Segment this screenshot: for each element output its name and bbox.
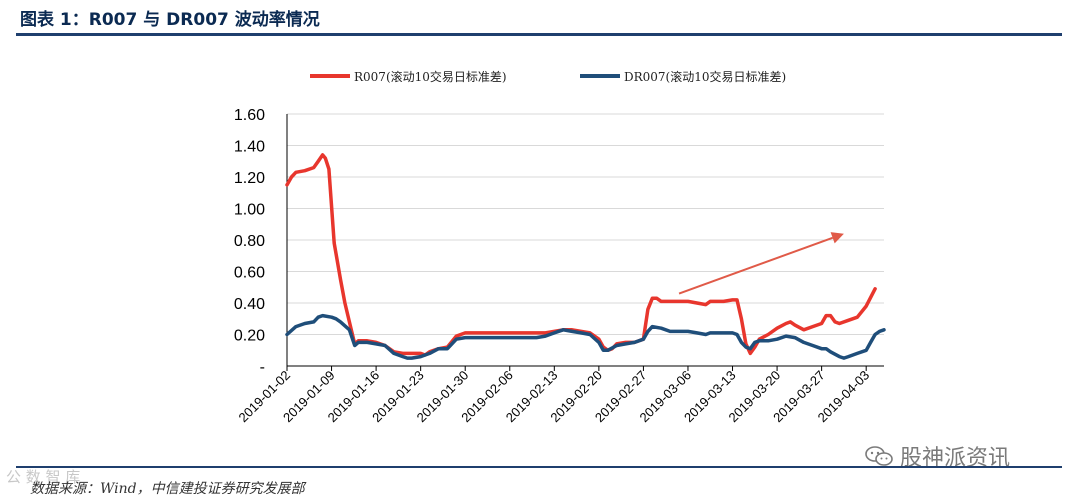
- footer-divider: [16, 466, 1062, 468]
- source-note: 数据来源：Wind，中信建投证券研究发展部: [30, 481, 305, 497]
- y-tick-label: 1.00: [234, 202, 265, 219]
- series-line-dr007: [285, 313, 886, 360]
- y-tick-label: 1.60: [234, 107, 265, 124]
- y-tick-label: -: [260, 359, 265, 376]
- grid-lines: [287, 113, 884, 335]
- legend: R007(滚动10交易日标准差) DR007(滚动10交易日标准差): [310, 69, 786, 84]
- y-tick-label: 0.60: [234, 265, 265, 282]
- title-divider: [16, 33, 1062, 36]
- y-tick-label: 0.20: [234, 328, 265, 345]
- y-tick-label: 0.80: [234, 233, 265, 250]
- wechat-icon: [865, 446, 893, 466]
- legend-label-dr007: DR007(滚动10交易日标准差): [624, 69, 786, 84]
- trend-arrow-line: [678, 236, 833, 295]
- trend-annotation: [678, 232, 844, 295]
- figure-title: 图表 1：R007 与 DR007 波动率情况: [20, 10, 320, 30]
- axes: -0.200.400.600.801.001.201.401.602019-01…: [234, 107, 884, 425]
- y-tick-label: 0.40: [234, 296, 265, 313]
- trend-arrow-head: [830, 232, 844, 244]
- legend-label-r007: R007(滚动10交易日标准差): [354, 69, 507, 84]
- y-tick-label: 1.40: [234, 139, 265, 156]
- watermark-left: 公 数 智 库: [6, 468, 81, 486]
- series-lines: [285, 153, 886, 360]
- y-tick-label: 1.20: [234, 170, 265, 187]
